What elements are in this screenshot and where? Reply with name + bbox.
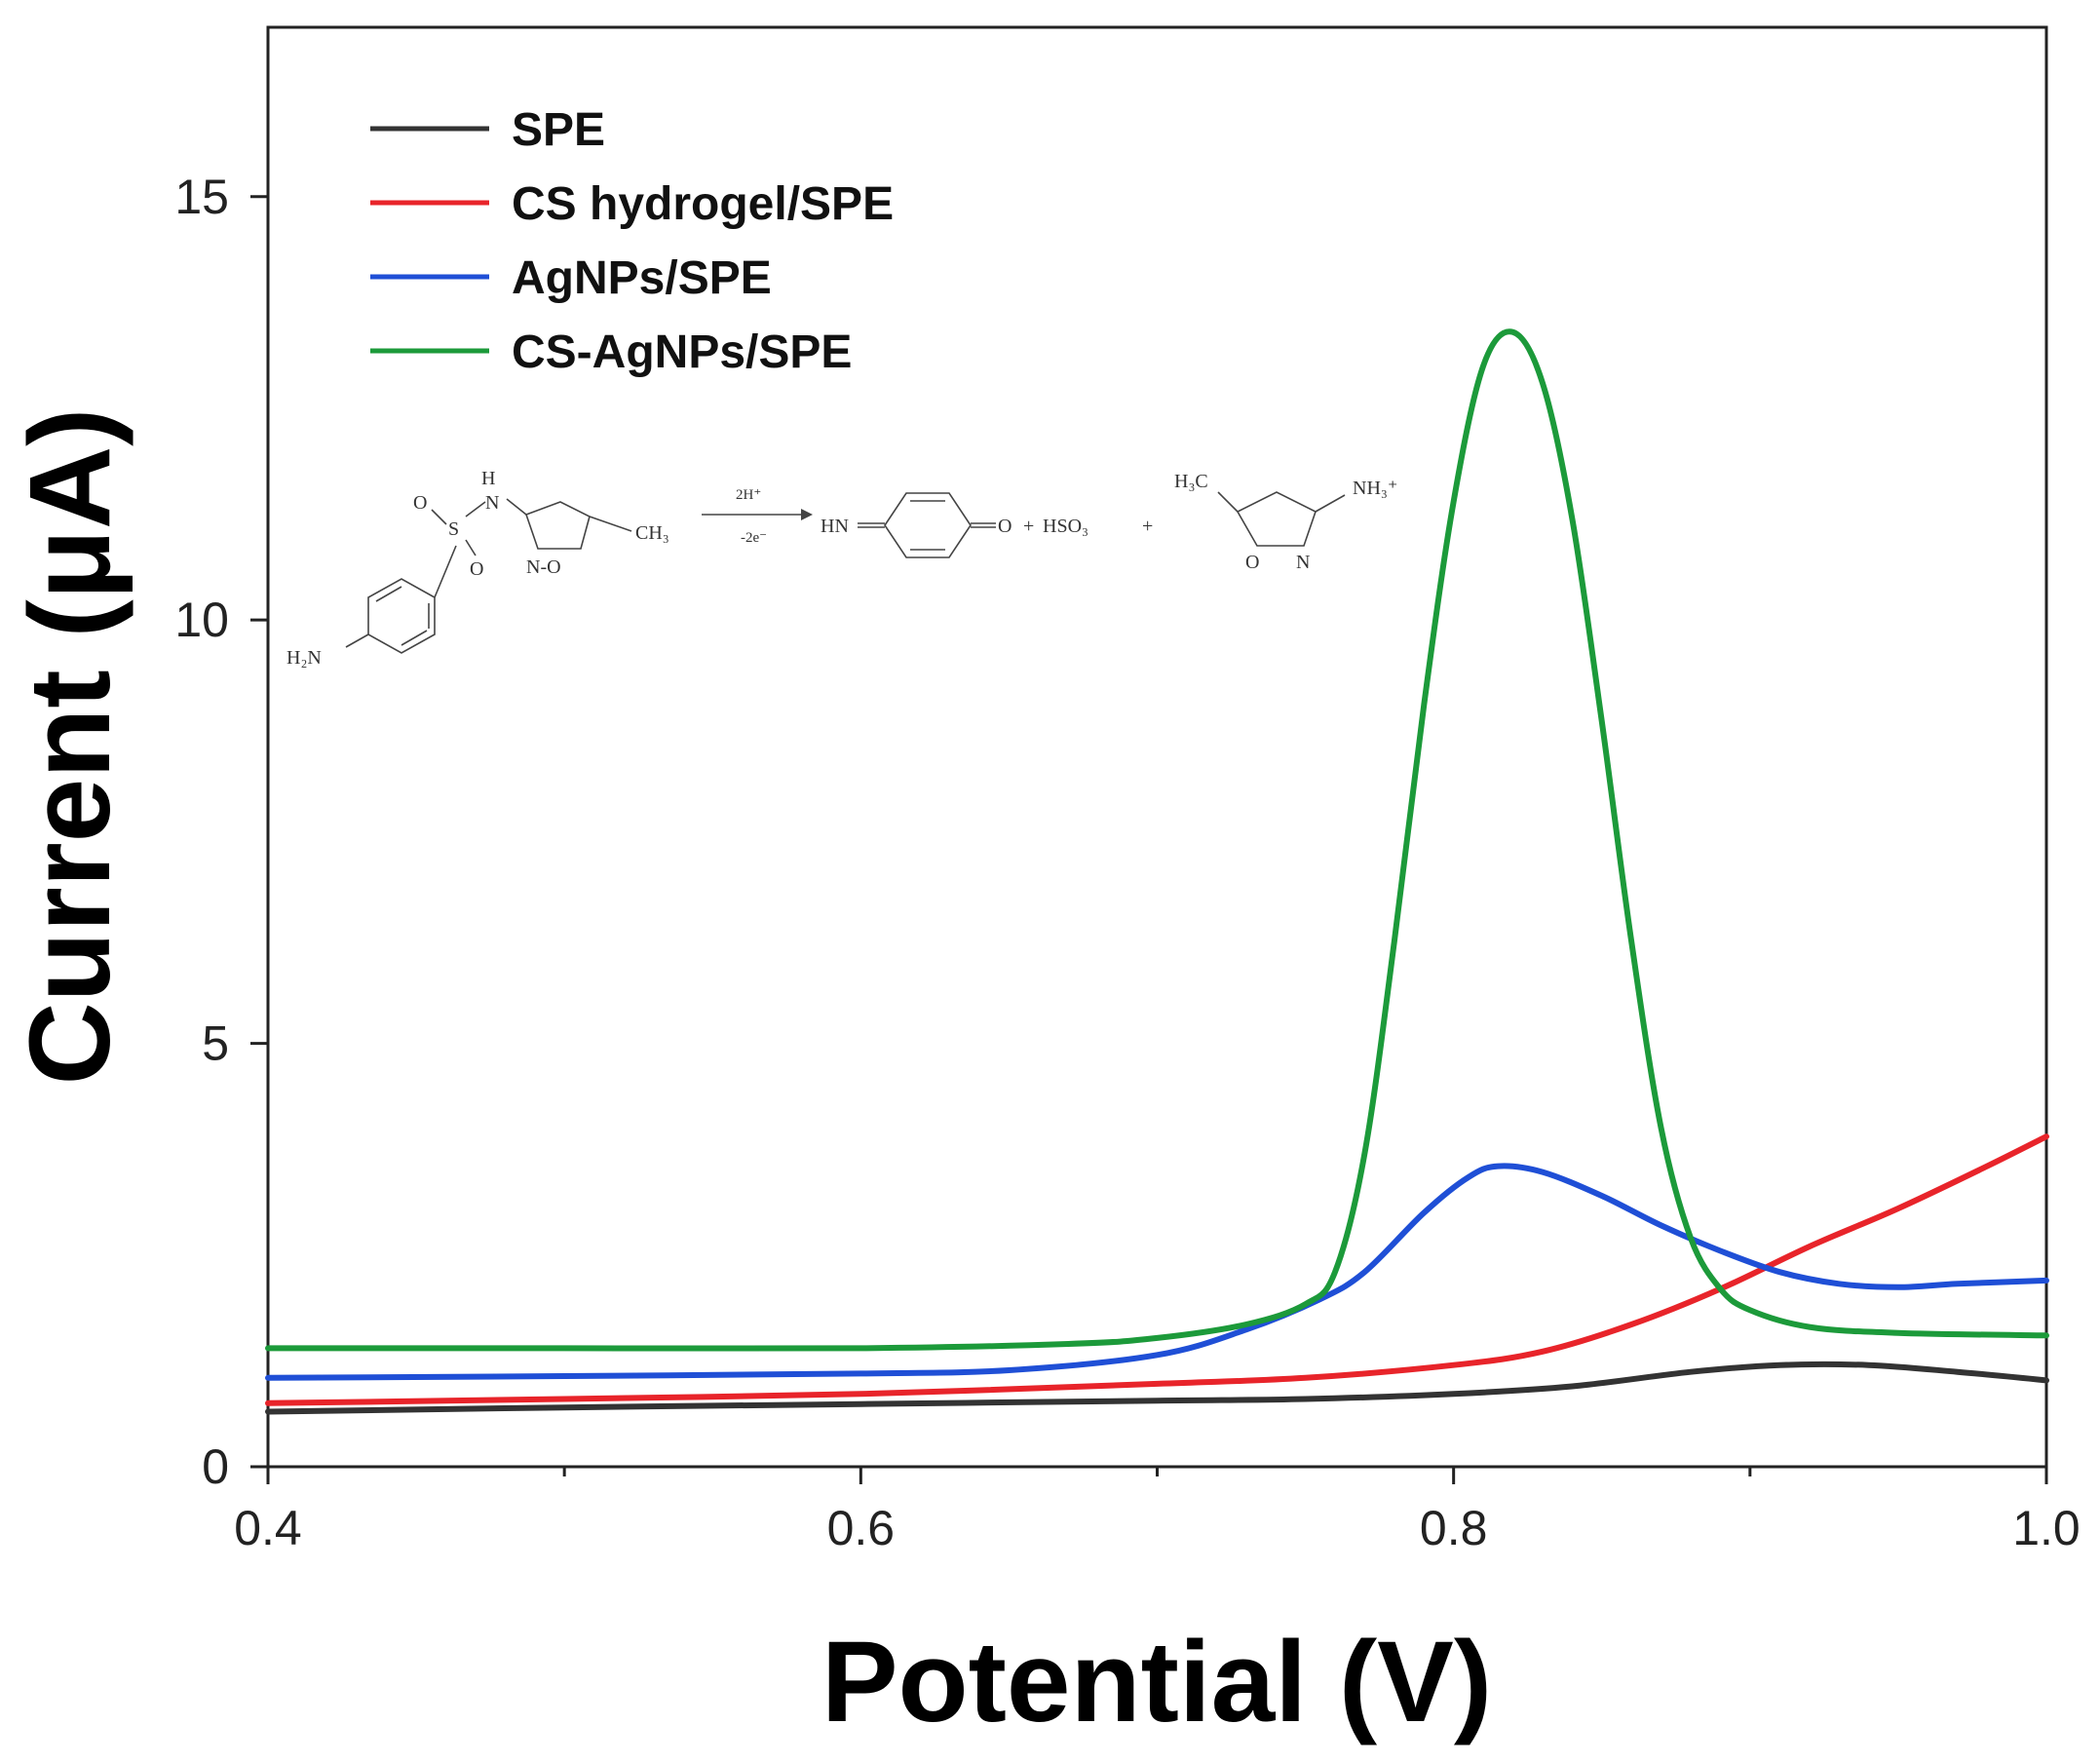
reactant-h2n: H₂N bbox=[286, 647, 322, 669]
product3-o: O bbox=[1245, 552, 1259, 573]
legend-label-cs-agnps: CS-AgNPs/SPE bbox=[512, 326, 852, 378]
reactant-atom-s: S bbox=[448, 518, 459, 540]
series-line-spe bbox=[265, 1361, 2049, 1415]
x-tick-label: 0.6 bbox=[827, 1501, 896, 1555]
x-axis-ticks: 0.4 0.6 0.8 1.0 bbox=[234, 1467, 2081, 1555]
legend: SPE CS hydrogel/SPE AgNPs/SPE CS-AgNPs/S… bbox=[370, 104, 894, 378]
reactant-atom-o-top: O bbox=[413, 492, 427, 514]
legend-label-spe: SPE bbox=[512, 104, 605, 156]
product1-o: O bbox=[998, 516, 1012, 537]
product3-h3c: H₃C bbox=[1174, 471, 1208, 492]
x-tick-label: 0.8 bbox=[1420, 1501, 1488, 1555]
y-tick-label: 0 bbox=[202, 1439, 229, 1494]
series-line-cs-agnps-spe bbox=[265, 328, 2049, 1352]
product1-structure bbox=[858, 492, 996, 558]
product3-structure bbox=[1217, 491, 1346, 547]
reaction-arrowhead bbox=[801, 509, 813, 520]
series-line-agnps-spe bbox=[265, 1163, 2049, 1381]
reactant-atom-n: N bbox=[485, 492, 499, 514]
y-tick-label: 15 bbox=[174, 170, 229, 224]
product3-nh3: NH₃⁺ bbox=[1353, 478, 1397, 499]
series-line-cs-hydrogel-spe bbox=[265, 1133, 2049, 1406]
legend-label-agnps: AgNPs/SPE bbox=[512, 252, 772, 304]
product3-n: N bbox=[1296, 552, 1310, 573]
reaction-scheme: H N S O O N-O CH₃ H₂N 2H⁺ -2e⁻ HN bbox=[286, 468, 1397, 669]
reactant-ch3: CH₃ bbox=[635, 522, 669, 544]
y-tick-label: 10 bbox=[174, 593, 229, 647]
reactant-atom-h: H bbox=[481, 468, 495, 489]
reactant-atom-n-o: N-O bbox=[526, 556, 561, 578]
legend-label-cs-hydrogel: CS hydrogel/SPE bbox=[512, 178, 894, 230]
plot-frame bbox=[266, 25, 2048, 1469]
y-axis-ticks: 0 5 10 15 bbox=[174, 170, 268, 1494]
y-tick-label: 5 bbox=[202, 1016, 229, 1071]
x-tick-label: 0.4 bbox=[234, 1501, 302, 1555]
x-axis-title: Potential (V) bbox=[821, 1618, 1492, 1746]
y-axis-title: Current (μA) bbox=[6, 408, 134, 1086]
x-tick-label: 1.0 bbox=[2012, 1501, 2081, 1555]
arrow-top-label: 2H⁺ bbox=[736, 487, 761, 503]
reactant-structure bbox=[345, 498, 632, 654]
arrow-bottom-label: -2e⁻ bbox=[741, 530, 767, 546]
product2-hso3: HSO₃ bbox=[1043, 516, 1088, 537]
plus-1: + bbox=[1023, 516, 1034, 537]
series-group bbox=[265, 328, 2049, 1415]
product1-hn: HN bbox=[821, 516, 849, 537]
plus-2: + bbox=[1142, 516, 1153, 537]
reactant-atom-o-bottom: O bbox=[470, 558, 483, 580]
